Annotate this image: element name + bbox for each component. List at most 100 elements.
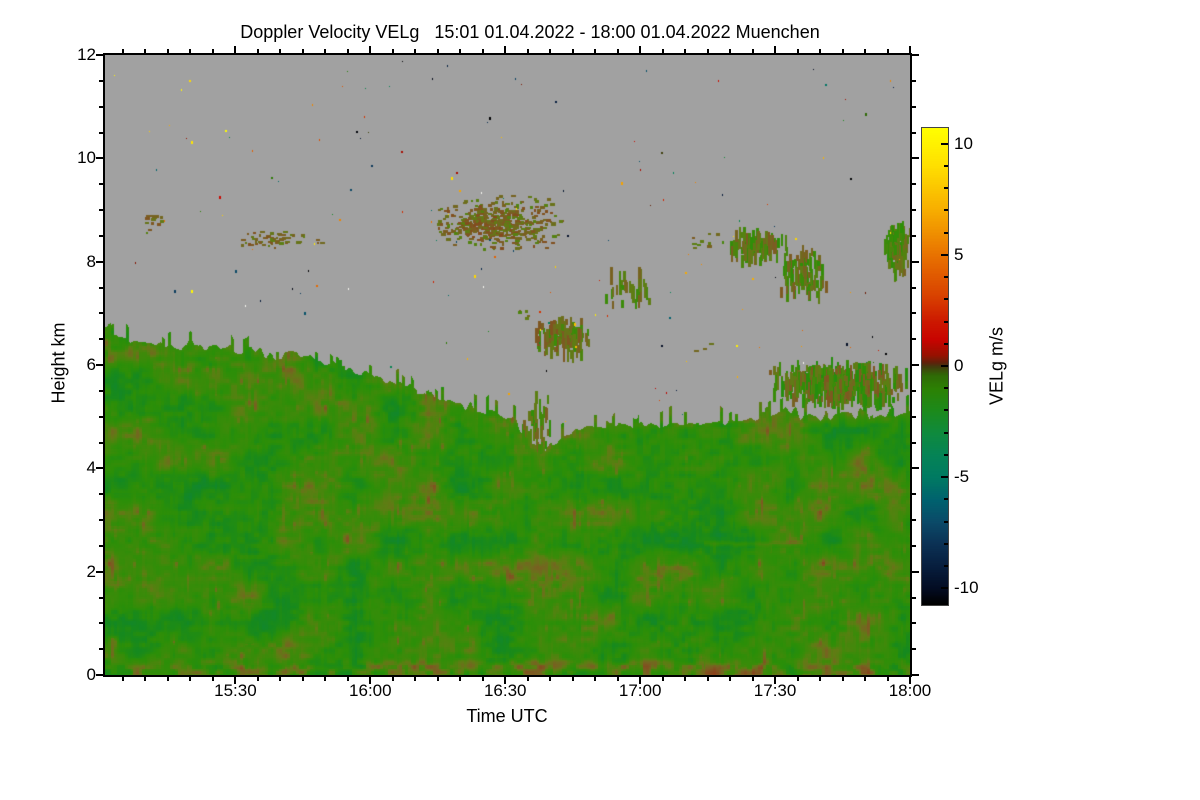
y-minor-tick [99, 441, 103, 444]
x-minor-tick [211, 677, 214, 681]
x-minor-tick [436, 677, 439, 681]
x-minor-tick [526, 677, 529, 681]
y-tick-label: 6 [86, 355, 96, 374]
x-minor-tick-top [819, 49, 822, 53]
y-minor-tick-right [912, 544, 916, 547]
x-major-tick-top [909, 46, 911, 53]
x-minor-tick-top [189, 49, 192, 53]
colorbar-title: VELg m/s [986, 326, 1007, 406]
colorbar-minor-tick [944, 342, 948, 345]
colorbar-minor-tick [944, 453, 948, 456]
x-major-tick [909, 677, 911, 684]
x-minor-tick-top [526, 49, 529, 53]
y-minor-tick-right [912, 286, 916, 289]
x-minor-tick-top [459, 49, 462, 53]
y-minor-tick-right [912, 105, 916, 108]
x-major-tick [369, 677, 372, 684]
x-minor-tick [166, 677, 169, 681]
colorbar-major-tick [941, 587, 948, 590]
x-minor-tick-top [324, 49, 327, 53]
colorbar-tick-label: -5 [954, 467, 970, 487]
y-minor-tick-right [912, 312, 916, 315]
x-minor-tick [684, 677, 687, 681]
y-major-tick [96, 157, 103, 160]
y-tick-label: 12 [77, 45, 96, 64]
x-minor-tick [279, 677, 282, 681]
x-minor-tick-top [346, 49, 349, 53]
colorbar-minor-tick [944, 209, 948, 212]
y-minor-tick [99, 183, 103, 186]
x-tick-label: 17:30 [753, 681, 797, 700]
x-minor-tick-top [729, 49, 732, 53]
colorbar-major-tick [941, 142, 948, 145]
x-minor-tick-top [796, 49, 799, 53]
colorbar-minor-tick [944, 387, 948, 390]
colorbar-tick-label: -10 [954, 578, 979, 598]
colorbar-major-tick [941, 365, 948, 367]
x-tick-label: 15:30 [214, 681, 257, 700]
x-minor-tick [481, 677, 484, 681]
y-tick-label: 8 [86, 251, 96, 271]
y-minor-tick [99, 493, 103, 496]
y-minor-tick [99, 131, 103, 134]
x-minor-tick-top [706, 49, 709, 53]
x-minor-tick [819, 677, 822, 681]
y-minor-tick-right [912, 209, 916, 211]
y-major-tick-right [912, 364, 919, 366]
y-major-tick-right [912, 54, 919, 56]
y-minor-tick [99, 338, 103, 341]
y-major-tick [96, 54, 103, 56]
x-minor-tick-top [301, 49, 304, 53]
y-major-tick [96, 364, 103, 366]
y-minor-tick [99, 209, 103, 211]
colorbar-minor-tick [944, 565, 948, 568]
x-axis-title: Time UTC [466, 706, 548, 726]
colorbar-minor-tick [944, 298, 948, 301]
x-tick-label: 18:00 [888, 681, 932, 700]
x-minor-tick [886, 677, 889, 681]
y-minor-tick [99, 544, 103, 547]
y-axis-title: Height km [48, 322, 69, 404]
y-minor-tick [99, 415, 103, 418]
x-major-tick-top [369, 46, 372, 53]
y-minor-tick-right [912, 183, 916, 186]
y-minor-tick-right [912, 493, 916, 496]
y-minor-tick-right [912, 79, 916, 82]
colorbar-tick-label: 0 [954, 356, 964, 375]
y-minor-tick-right [912, 415, 916, 418]
colorbar-major-tick [941, 476, 948, 479]
x-minor-tick [864, 677, 867, 681]
y-major-tick-right [912, 260, 919, 263]
x-tick-label: 17:00 [618, 681, 662, 700]
x-minor-tick [751, 677, 754, 681]
y-major-tick-right [912, 157, 919, 160]
y-minor-tick-right [912, 622, 916, 625]
x-minor-tick [616, 677, 619, 681]
y-minor-tick [99, 648, 103, 651]
y-tick-label: 10 [77, 148, 96, 168]
plot-area [103, 53, 912, 677]
y-minor-tick [99, 286, 103, 289]
y-minor-tick-right [912, 131, 916, 134]
x-tick-label: 16:30 [483, 681, 527, 700]
x-major-tick-top [504, 46, 507, 53]
colorbar-minor-tick [944, 409, 948, 412]
y-minor-tick-right [912, 441, 916, 444]
x-major-tick [639, 677, 642, 684]
x-minor-tick [121, 677, 124, 681]
x-minor-tick [189, 677, 192, 681]
y-minor-tick [99, 79, 103, 82]
y-major-tick [96, 674, 103, 676]
x-minor-tick-top [279, 49, 282, 53]
y-minor-tick [99, 389, 103, 392]
colorbar-minor-tick [944, 431, 948, 434]
x-minor-tick [256, 677, 259, 681]
colorbar-minor-tick [944, 164, 948, 167]
y-tick-label: 4 [86, 458, 96, 478]
colorbar-tick-label: 10 [954, 133, 973, 153]
x-minor-tick [324, 677, 327, 681]
y-minor-tick-right [912, 596, 916, 599]
x-minor-tick [796, 677, 799, 681]
x-major-tick-top [774, 46, 777, 53]
